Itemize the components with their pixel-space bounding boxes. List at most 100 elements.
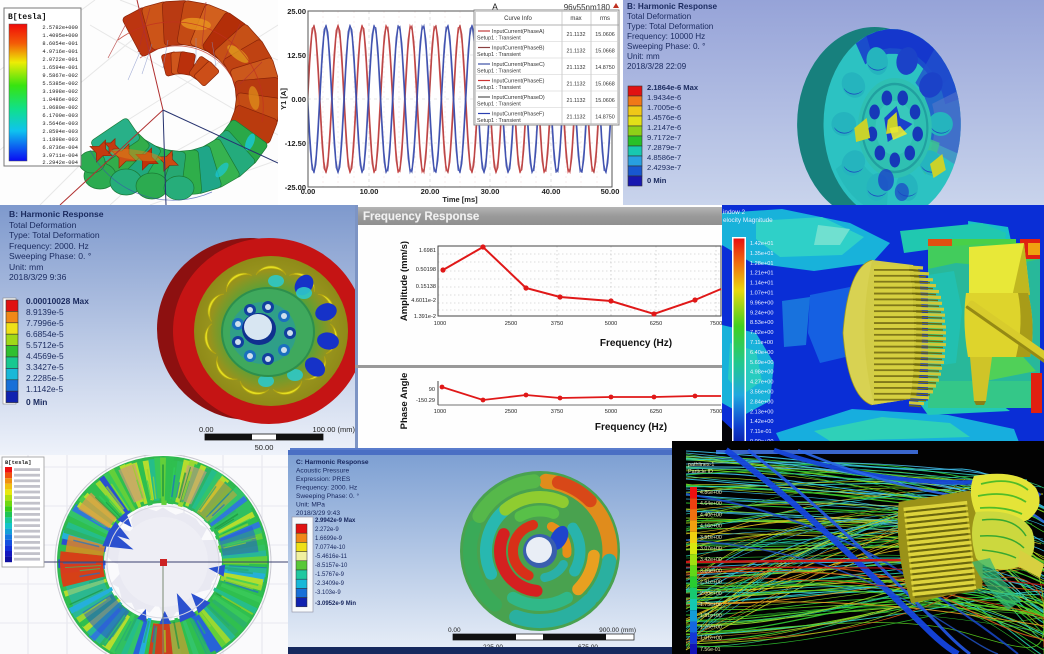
svg-text:9.96e+00: 9.96e+00 [750, 300, 774, 306]
svg-text:InputCurrent(PhaseA): InputCurrent(PhaseA) [492, 29, 545, 35]
svg-text:pathlines-1: pathlines-1 [688, 462, 714, 468]
svg-text:Setup1 : Transient: Setup1 : Transient [477, 118, 521, 124]
svg-text:-12.50: -12.50 [285, 139, 306, 148]
svg-text:4.9716e-001: 4.9716e-001 [42, 49, 78, 55]
svg-text:14.8750: 14.8750 [595, 65, 615, 71]
svg-text:7.0774e-10: 7.0774e-10 [315, 545, 346, 551]
svg-text:1.28e+01: 1.28e+01 [750, 261, 774, 267]
svg-text:Type: Total Deformation: Type: Total Deformation [9, 230, 100, 240]
svg-text:Setup1 : Transient: Setup1 : Transient [477, 69, 521, 75]
svg-text:5000: 5000 [605, 321, 617, 327]
svg-text:4.86e+00: 4.86e+00 [700, 490, 722, 496]
svg-text:Frequency: 2000. Hz: Frequency: 2000. Hz [9, 241, 89, 251]
svg-text:1.42e+01: 1.42e+01 [750, 241, 774, 247]
svg-text:1.2147e-6: 1.2147e-6 [647, 123, 681, 132]
svg-text:2.5782e+000: 2.5782e+000 [42, 25, 78, 31]
svg-text:1.6699e-9: 1.6699e-9 [315, 536, 343, 542]
svg-text:InputCurrent(PhaseF): InputCurrent(PhaseF) [492, 112, 544, 118]
svg-text:Type: Total Deformation: Type: Total Deformation [627, 22, 714, 31]
svg-text:50.00: 50.00 [255, 443, 274, 452]
svg-text:9.7172e-7: 9.7172e-7 [647, 133, 681, 142]
svg-text:2.91e+00: 2.91e+00 [700, 580, 722, 586]
svg-text:7.7996e-5: 7.7996e-5 [26, 318, 64, 328]
svg-text:6.6854e-5: 6.6854e-5 [26, 329, 64, 339]
svg-text:21.1132: 21.1132 [566, 65, 585, 71]
svg-text:2.0722e-001: 2.0722e-001 [42, 57, 78, 63]
svg-text:1.6981: 1.6981 [419, 248, 436, 254]
svg-text:3750: 3750 [551, 321, 563, 327]
svg-text:3.51e+00: 3.51e+00 [700, 535, 722, 541]
svg-text:InputCurrent(PhaseB): InputCurrent(PhaseB) [492, 46, 545, 52]
svg-text:Frequency Response: Frequency Response [363, 211, 479, 223]
svg-text:Amplitude (mm/s): Amplitude (mm/s) [399, 241, 410, 321]
svg-text:1.51e+00: 1.51e+00 [700, 613, 722, 619]
svg-text:Curve Info: Curve Info [504, 16, 532, 22]
svg-text:Frequency: 2000. Hz: Frequency: 2000. Hz [296, 485, 357, 492]
svg-text:4.6011e-2: 4.6011e-2 [411, 298, 436, 304]
svg-text:3.9711e-004: 3.9711e-004 [42, 153, 78, 159]
svg-text:Unit: MPa: Unit: MPa [296, 502, 325, 509]
svg-text:1000: 1000 [434, 321, 446, 327]
svg-text:B: Harmonic Response: B: Harmonic Response [9, 209, 104, 219]
svg-text:Unit: mm: Unit: mm [627, 52, 660, 61]
svg-text:Sweeping Phase: 0. °: Sweeping Phase: 0. ° [296, 492, 359, 500]
svg-text:0.00: 0.00 [301, 187, 316, 196]
svg-text:900.00 (mm): 900.00 (mm) [599, 627, 636, 634]
svg-text:96v55nm180: 96v55nm180 [564, 3, 611, 12]
svg-text:8.9139e-5: 8.9139e-5 [26, 307, 64, 317]
svg-text:12.50: 12.50 [287, 51, 306, 60]
svg-text:3.1998e-002: 3.1998e-002 [42, 89, 78, 95]
svg-text:1.75e+00: 1.75e+00 [700, 602, 722, 608]
svg-text:0.50198: 0.50198 [416, 267, 436, 273]
svg-text:1.42e+00: 1.42e+00 [750, 419, 774, 425]
svg-text:Unit: mm: Unit: mm [9, 262, 43, 272]
svg-text:100.00 (mm): 100.00 (mm) [312, 425, 355, 434]
svg-text:21.1132: 21.1132 [566, 32, 585, 38]
svg-text:1.8486e-002: 1.8486e-002 [42, 97, 78, 103]
svg-text:4.64e+00: 4.64e+00 [700, 501, 722, 507]
svg-text:Total Deformation: Total Deformation [627, 12, 692, 21]
svg-text:4.8586e-7: 4.8586e-7 [647, 153, 681, 162]
svg-text:15.0668: 15.0668 [595, 49, 615, 55]
svg-text:B[tesla]: B[tesla] [8, 13, 46, 22]
svg-text:30.00: 30.00 [481, 187, 500, 196]
svg-text:25.00: 25.00 [287, 7, 306, 16]
svg-text:8.6054e-001: 8.6054e-001 [42, 41, 78, 47]
svg-text:0.00: 0.00 [291, 95, 306, 104]
svg-text:2.84e+00: 2.84e+00 [750, 399, 774, 405]
svg-text:15.0606: 15.0606 [595, 32, 615, 38]
svg-text:40.00: 40.00 [542, 187, 561, 196]
svg-text:3.07e+00: 3.07e+00 [700, 546, 722, 552]
svg-text:-25.00: -25.00 [285, 183, 306, 192]
svg-text:5000: 5000 [605, 409, 617, 415]
svg-text:Setup1 : Transient: Setup1 : Transient [477, 52, 521, 58]
svg-text:1.4576e-6: 1.4576e-6 [647, 113, 681, 122]
svg-text:1000: 1000 [434, 409, 446, 415]
svg-text:Setup1 : Transient: Setup1 : Transient [477, 85, 521, 91]
svg-text:6250: 6250 [650, 409, 662, 415]
svg-text:5.5385e-002: 5.5385e-002 [42, 81, 78, 87]
svg-text:15.0668: 15.0668 [595, 82, 615, 88]
svg-text:9.5867e-002: 9.5867e-002 [42, 73, 78, 79]
svg-text:4.27e+00: 4.27e+00 [750, 380, 774, 386]
svg-text:InputCurrent(PhaseE): InputCurrent(PhaseE) [492, 79, 545, 85]
svg-text:A: A [492, 2, 498, 12]
svg-text:Expression: PRES: Expression: PRES [296, 476, 351, 483]
svg-text:7.11e-01: 7.11e-01 [750, 429, 772, 435]
svg-text:1.1898e-003: 1.1898e-003 [42, 137, 78, 143]
svg-text:Time [ms]: Time [ms] [442, 195, 478, 204]
svg-text:3.5646e-003: 3.5646e-003 [42, 121, 78, 127]
svg-text:2.13e+00: 2.13e+00 [750, 409, 774, 415]
svg-text:max: max [570, 16, 581, 22]
svg-text:7500: 7500 [710, 409, 722, 415]
svg-text:5.69e+00: 5.69e+00 [750, 360, 774, 366]
svg-text:-5.4616e-11: -5.4616e-11 [315, 554, 348, 560]
svg-text:C: Harmonic Response: C: Harmonic Response [296, 459, 369, 466]
svg-text:2.00e+00: 2.00e+00 [700, 591, 722, 597]
svg-text:7.11e+00: 7.11e+00 [750, 340, 773, 346]
svg-text:15.0606: 15.0606 [595, 98, 615, 104]
svg-text:InputCurrent(PhaseC): InputCurrent(PhaseC) [492, 62, 545, 68]
svg-text:0.00: 0.00 [448, 627, 461, 634]
svg-text:10.00: 10.00 [360, 187, 379, 196]
svg-text:2500: 2500 [505, 321, 517, 327]
